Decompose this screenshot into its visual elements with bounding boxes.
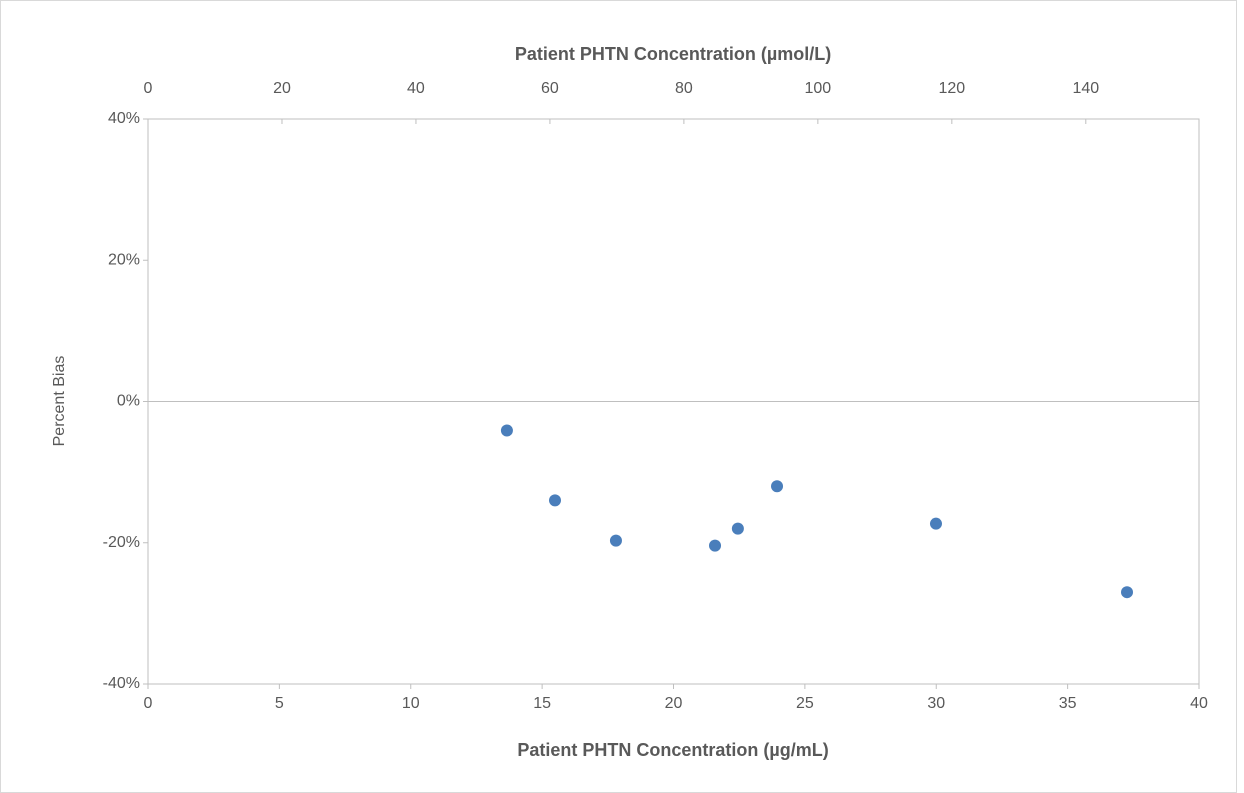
x2-tick-label: 40 [407,80,425,97]
y-tick-label: 0% [117,393,140,410]
x-tick-label: 35 [1059,695,1077,712]
y-tick-label: -40% [103,675,140,692]
point [1121,586,1134,599]
y-tick-label: -20% [103,534,140,551]
x2-tick-label: 140 [1072,80,1099,97]
y-tick-label: 20% [108,251,140,268]
x2-axis-title: Patient PHTN Concentration (µmol/L) [515,44,831,64]
x2-tick-label: 80 [675,80,693,97]
point [929,517,942,530]
point [771,480,784,493]
y-tick-label: 40% [108,110,140,127]
x-tick-label: 40 [1190,695,1208,712]
x-tick-label: 30 [927,695,945,712]
y-axis-title: Percent Bias [51,356,68,447]
x2-tick-label: 100 [805,80,832,97]
x-tick-label: 25 [796,695,814,712]
x-tick-label: 20 [665,695,683,712]
x-tick-label: 10 [402,695,420,712]
x2-tick-label: 120 [938,80,965,97]
point [731,522,744,535]
x-axis-title: Patient PHTN Concentration (µg/mL) [517,740,828,760]
x-tick-label: 5 [275,695,284,712]
point [609,534,622,547]
x2-tick-label: 20 [273,80,291,97]
point [709,539,722,552]
x2-tick-label: 60 [541,80,559,97]
x2-tick-label: 0 [144,80,153,97]
x-tick-label: 0 [144,695,153,712]
point [548,494,561,507]
point [500,424,513,437]
x-tick-label: 15 [533,695,551,712]
